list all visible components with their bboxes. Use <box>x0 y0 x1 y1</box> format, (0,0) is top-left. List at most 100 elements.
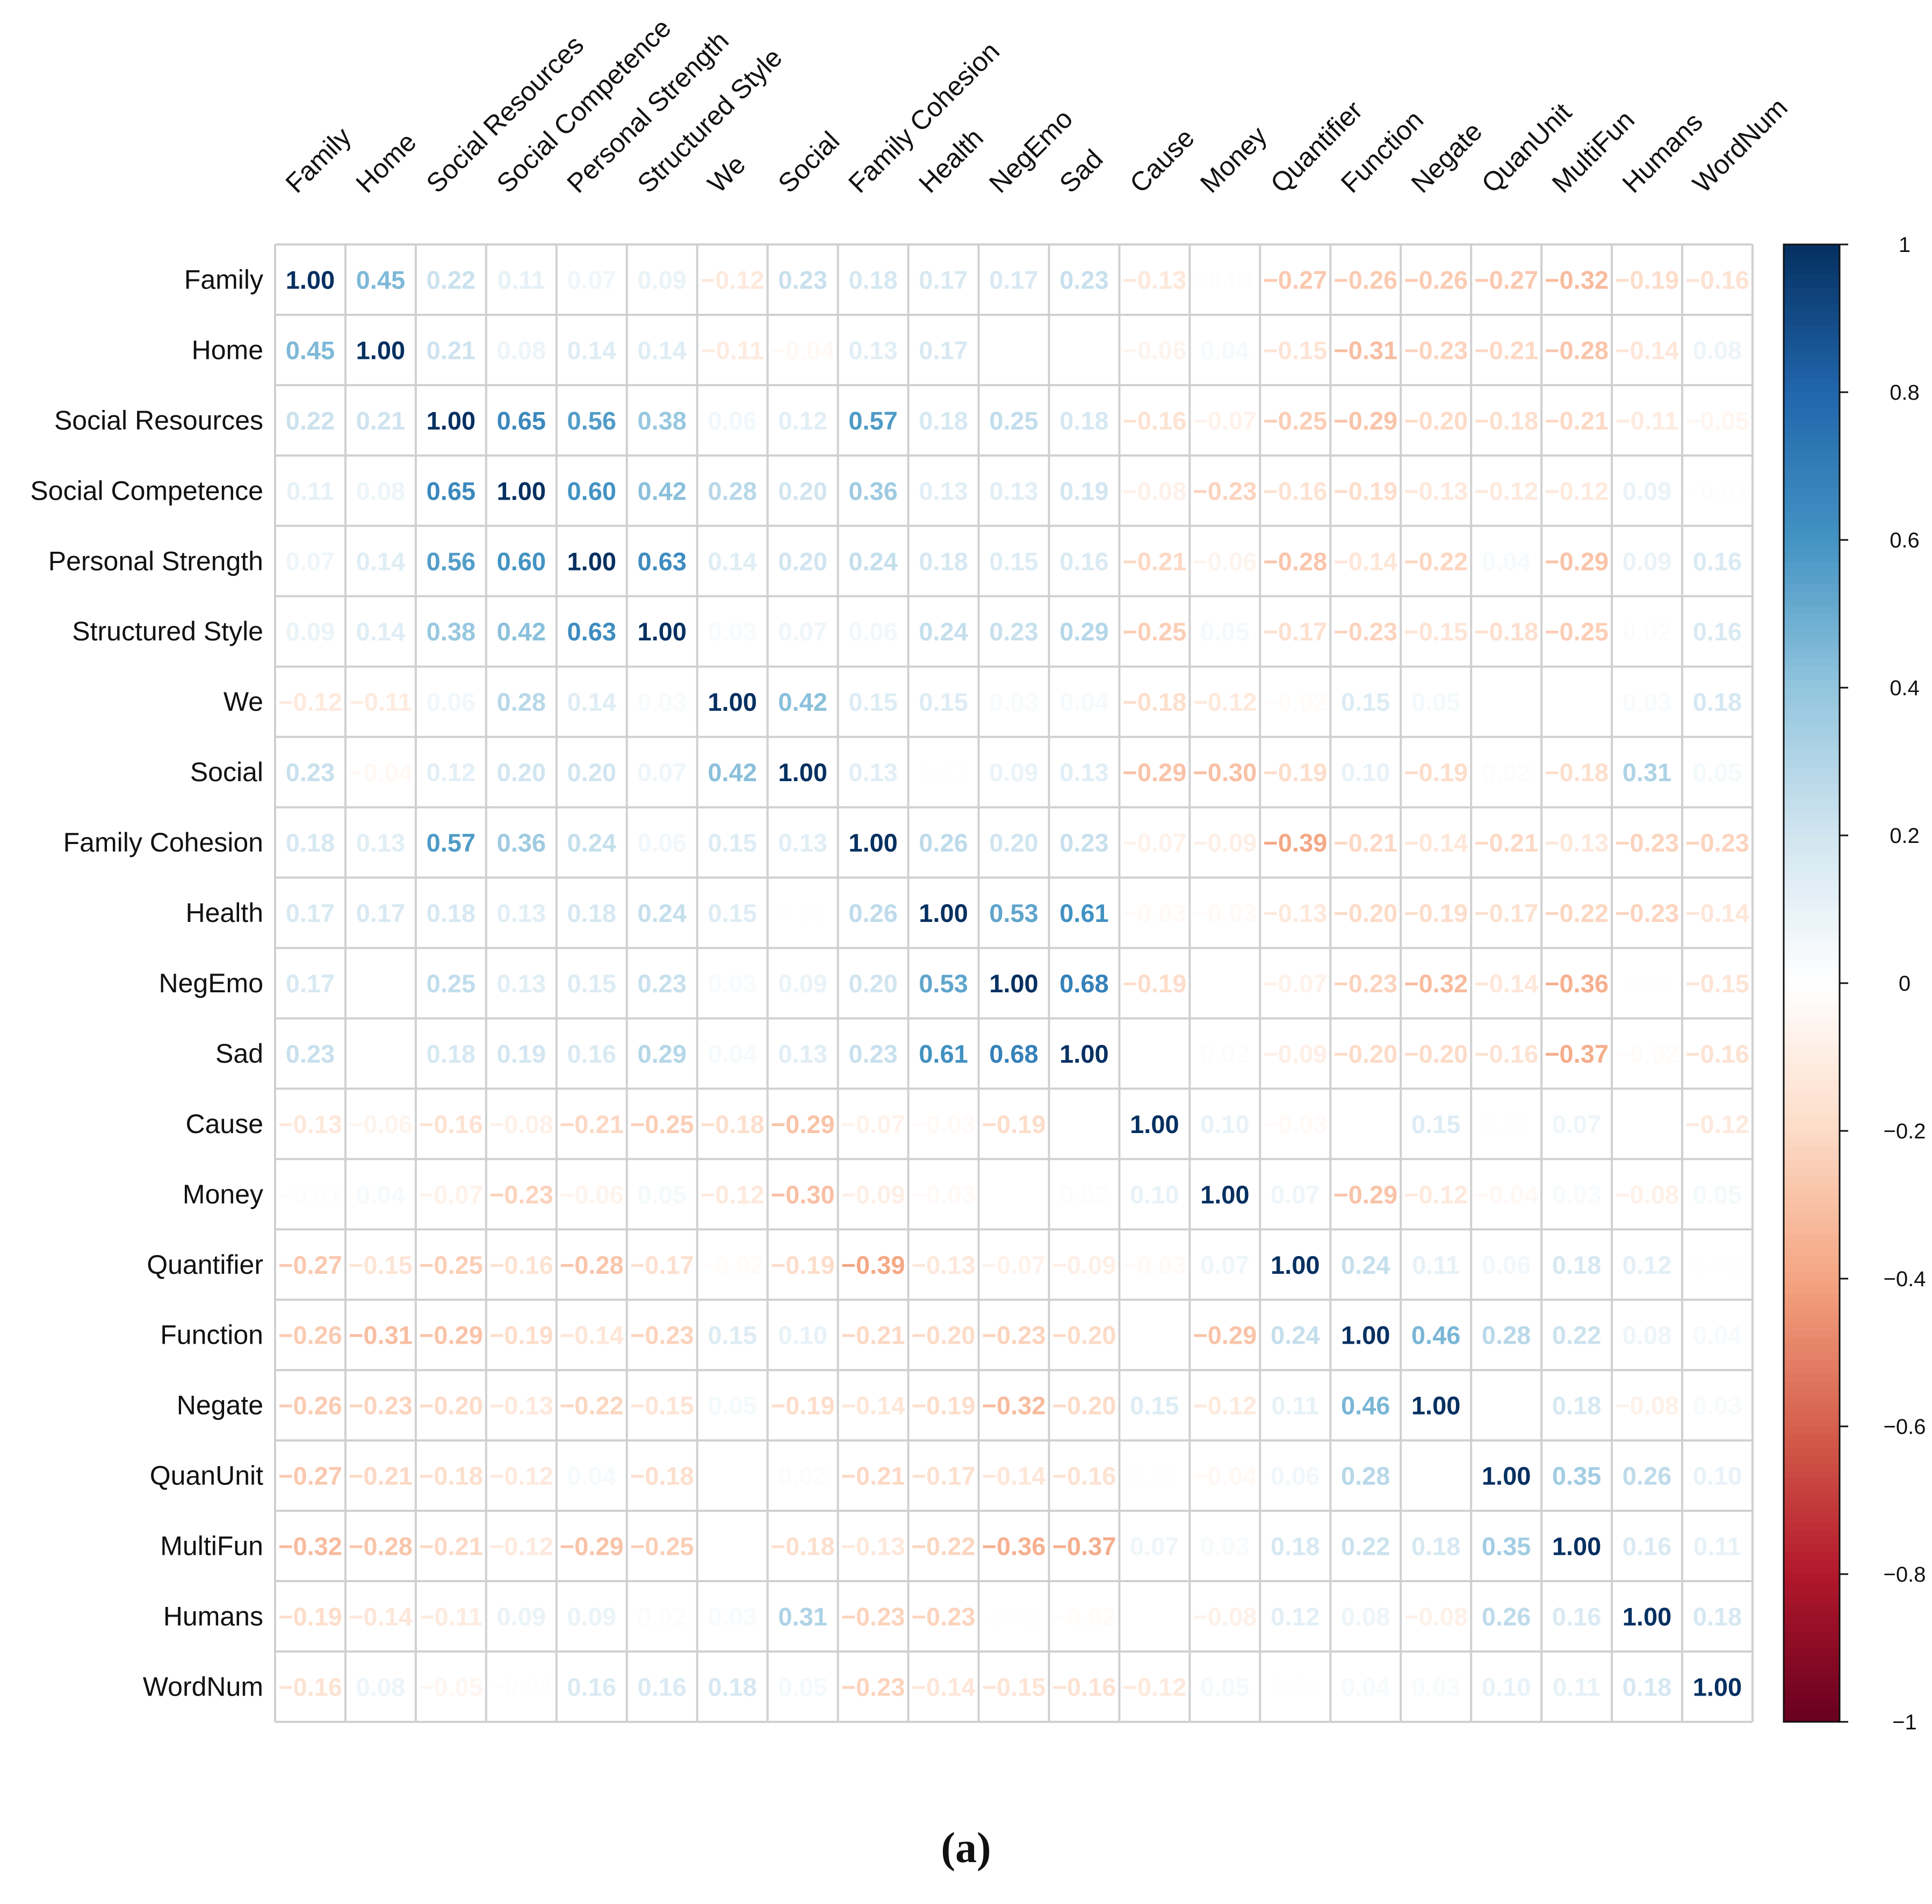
cell-value: 0.12 <box>1623 1251 1671 1279</box>
cell-value: 0.23 <box>848 1040 897 1068</box>
colorbar-segment <box>1784 273 1840 282</box>
cell-value: −0.32 <box>1404 969 1468 998</box>
colorbar-segment <box>1784 658 1840 666</box>
cell-value: 0.21 <box>356 406 405 435</box>
cell-value: 1.00 <box>1059 1040 1108 1068</box>
colorbar-segment <box>1784 1012 1840 1021</box>
colorbar-segment <box>1784 717 1840 725</box>
cell-value: −0.12 <box>1193 1391 1257 1420</box>
cell-value: 0.05 <box>1200 617 1249 646</box>
row-label-multifun: MultiFun <box>160 1531 263 1561</box>
cell-value: −0.27 <box>1474 265 1538 294</box>
cell-value: −0.06 <box>560 1180 624 1209</box>
colorbar-tick-label: −0.2 <box>1884 1120 1926 1143</box>
colorbar-segment <box>1784 1404 1840 1412</box>
cell-value: 0.18 <box>1693 688 1742 716</box>
colorbar-segment <box>1784 732 1840 740</box>
cell-value: 0.16 <box>637 1672 686 1701</box>
col-label-money: Money <box>1194 120 1273 199</box>
cell-value: 0.05 <box>1693 758 1742 787</box>
cell-value: −0.15 <box>630 1391 694 1420</box>
cell-value: 0.36 <box>497 828 546 857</box>
cell-value: 0.05 <box>1200 1672 1249 1701</box>
cell-value: −0.11 <box>349 688 412 716</box>
cell-value: −0.26 <box>1333 265 1397 294</box>
cell-value: 0.24 <box>637 899 686 927</box>
colorbar-segment <box>1784 488 1840 496</box>
colorbar-segment <box>1784 1308 1840 1316</box>
cell-value: −0.14 <box>1474 969 1538 998</box>
colorbar-segment <box>1784 636 1840 644</box>
colorbar-segment <box>1784 1145 1840 1154</box>
cell-value: −0.19 <box>1615 265 1679 294</box>
cell-value: −0.20 <box>1333 1040 1397 1068</box>
cell-value: 0.09 <box>497 1603 546 1631</box>
cell-value: 0.18 <box>919 547 968 575</box>
colorbar-tick-label: 1 <box>1899 233 1911 257</box>
colorbar-segment <box>1784 1633 1840 1641</box>
colorbar-segment <box>1784 1603 1840 1612</box>
colorbar-segment <box>1784 1492 1840 1501</box>
cell-value: −0.36 <box>982 1532 1046 1561</box>
cell-value: 0.01 <box>778 899 827 927</box>
colorbar-segment <box>1784 1108 1840 1117</box>
cell-value: 0.10 <box>1130 1180 1179 1209</box>
cell-value: −0.23 <box>1333 617 1397 646</box>
cell-value: 0.31 <box>1623 758 1671 787</box>
cell-value: 0.16 <box>567 1672 616 1701</box>
cell-value: −0.28 <box>349 1532 413 1561</box>
cell-value: −0.27 <box>1263 265 1327 294</box>
cell-value: −0.13 <box>1263 899 1327 927</box>
cell-value: −0.03 <box>1193 899 1257 927</box>
cell-value: 0.42 <box>497 617 546 646</box>
cell-value: −0.17 <box>630 1251 694 1279</box>
cell-value: −0.23 <box>1193 477 1257 505</box>
colorbar-tick-label: 0 <box>1899 972 1911 996</box>
cell-value: 0.09 <box>778 969 827 998</box>
row-label-cause: Cause <box>185 1109 263 1139</box>
cell-value: −0.11 <box>701 336 763 364</box>
colorbar-segment <box>1784 532 1840 540</box>
cell-value: 0.24 <box>1341 1251 1390 1279</box>
colorbar-segment <box>1784 1116 1840 1124</box>
cell-value: 1.00 <box>1623 1603 1671 1631</box>
cell-value: −0.04 <box>1193 1462 1257 1490</box>
cell-value: 0.53 <box>919 969 968 998</box>
colorbar-segment <box>1784 1426 1840 1434</box>
cell-value: 0.68 <box>1059 969 1108 998</box>
cell-value: −0.18 <box>1474 617 1538 646</box>
cell-value: 0.23 <box>1059 828 1108 857</box>
cell-value: −0.22 <box>1545 899 1609 927</box>
colorbar-segment <box>1784 791 1840 799</box>
cell-value: −0.14 <box>349 1603 413 1631</box>
cell-value: 0.23 <box>286 758 335 787</box>
cell-value: −0.28 <box>1545 336 1609 364</box>
col-label-sad: Sad <box>1054 143 1109 199</box>
cell-value: 0.03 <box>708 1603 756 1631</box>
colorbar-segment <box>1784 1448 1840 1456</box>
colorbar-segment <box>1784 1175 1840 1184</box>
cell-value: −0.18 <box>419 1462 483 1490</box>
cell-value: −0.12 <box>1685 1110 1749 1138</box>
cell-value: −0.23 <box>1333 969 1397 998</box>
cell-value: −0.14 <box>841 1391 905 1420</box>
cell-value: 0.16 <box>1059 547 1108 575</box>
cell-value: 0.06 <box>1271 1462 1320 1490</box>
cell-value: −0.32 <box>982 1391 1046 1420</box>
cell-value: 0.06 <box>637 828 686 857</box>
cell-value: 0.35 <box>1482 1532 1531 1561</box>
colorbar-segment <box>1784 1071 1840 1080</box>
cell-value: 0.18 <box>1271 1532 1320 1561</box>
cell-value: 0.53 <box>989 899 1038 927</box>
cell-value: 0.19 <box>497 1040 546 1068</box>
colorbar-segment <box>1784 1027 1840 1036</box>
cell-value: −0.28 <box>1263 547 1327 575</box>
colorbar-segment <box>1784 1345 1840 1353</box>
cell-value: −0.27 <box>278 1251 342 1279</box>
cell-value: −0.12 <box>701 265 765 294</box>
colorbar-segment <box>1784 1286 1840 1294</box>
cell-value: −0.25 <box>1263 406 1327 435</box>
cell-value: 0.20 <box>989 828 1038 857</box>
cell-value: −0.23 <box>1685 828 1749 857</box>
colorbar-segment <box>1784 1537 1840 1545</box>
